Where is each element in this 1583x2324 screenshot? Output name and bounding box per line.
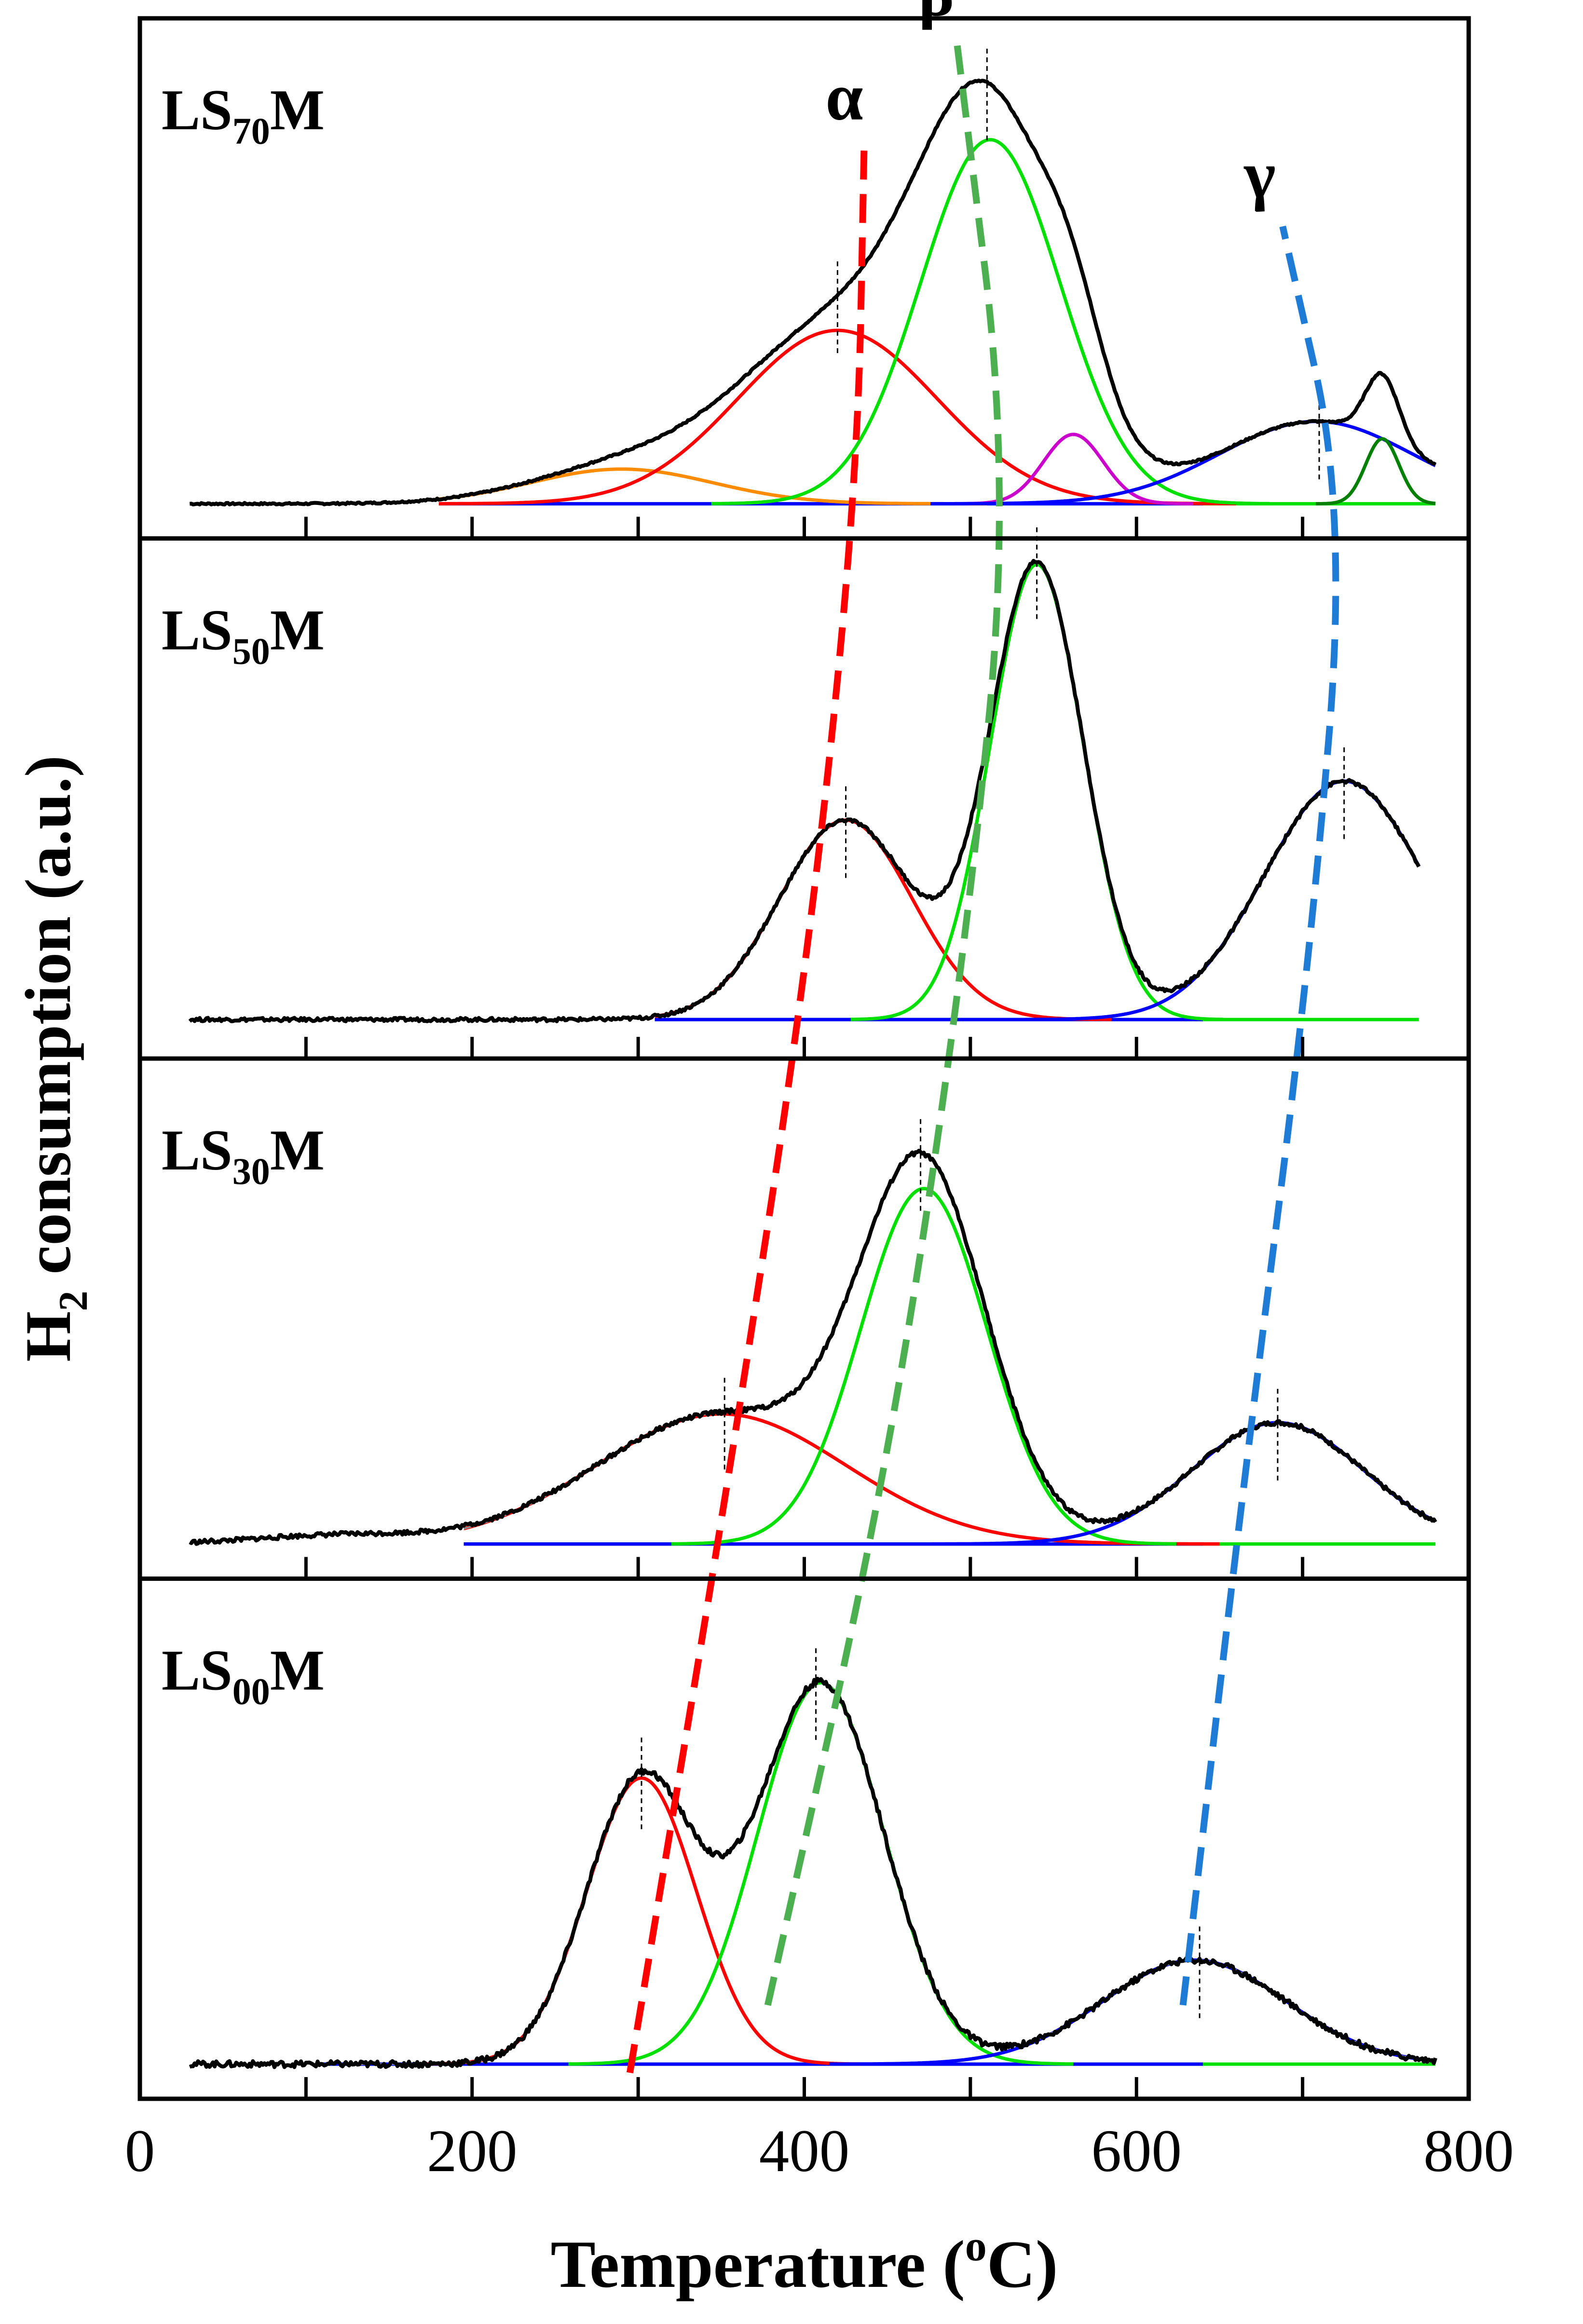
x-tick-label: 400 xyxy=(759,2118,850,2185)
panel-label-main: LS xyxy=(162,598,232,662)
trend-layer: α β γ xyxy=(627,0,1339,2074)
y-axis-title-rest: consumption (a.u.) xyxy=(13,755,84,1291)
y-axis-title: H2 consumption (a.u.) xyxy=(13,755,96,1362)
x-axis-title-sup: o xyxy=(965,2222,987,2270)
panel-LS50M: LS50M xyxy=(162,527,1421,1023)
x-axis-title: Temperature (oC) xyxy=(550,2222,1058,2302)
trend-label-gamma: γ xyxy=(1243,137,1276,212)
trend-line-gamma xyxy=(1179,225,1339,2006)
x-tick-label: 200 xyxy=(427,2118,518,2185)
panel-label-LS70M: LS70M xyxy=(162,78,325,152)
peak-beta-LS70M xyxy=(711,138,1269,505)
y-axis-title-sub: 2 xyxy=(51,1291,96,1311)
peak-alpha-LS70M xyxy=(438,328,1236,505)
panel-LS30M: LS30M xyxy=(162,1118,1437,1546)
peak-beta-LS30M xyxy=(671,1187,1177,1546)
panel-label-main: LS xyxy=(162,1638,232,1702)
panel-label-sub: 00 xyxy=(232,1671,270,1712)
axis-layer: 0 200 400 600 800 xyxy=(125,516,1514,2185)
panel-label-sub: 30 xyxy=(232,1150,270,1192)
panel-label-LS50M: LS50M xyxy=(162,598,325,672)
peak-gamma-LS00M xyxy=(829,1958,1436,2066)
x-tick-label: 800 xyxy=(1423,2118,1514,2185)
panel-label-LS00M: LS00M xyxy=(162,1638,325,1712)
measured-signal-LS50M xyxy=(188,558,1421,1023)
trend-line-alpha xyxy=(627,148,868,2074)
peak-high-LS70M xyxy=(1316,437,1436,506)
x-tick-label: 0 xyxy=(125,2118,155,2185)
peak-beta-LS00M xyxy=(568,1681,1074,2066)
trend-label-alpha: α xyxy=(825,60,863,135)
panel-LS00M: LS00M xyxy=(162,1638,1437,2069)
panel-label-end: M xyxy=(270,598,325,662)
panel-label-main: LS xyxy=(162,1118,232,1182)
peak-gamma-LS70M xyxy=(930,420,1436,505)
trend-label-beta: β xyxy=(918,0,954,30)
y-axis-title-h: H xyxy=(13,1311,84,1362)
panel-label-sub: 50 xyxy=(232,630,270,672)
panel-LS70M: LS70M xyxy=(162,49,1437,507)
trend-line-beta xyxy=(764,44,1003,2006)
x-axis-title-unit: C) xyxy=(987,2227,1058,2302)
panel-label-end: M xyxy=(270,1118,325,1182)
panel-label-LS30M: LS30M xyxy=(162,1118,325,1192)
panel-label-sub: 70 xyxy=(232,110,270,152)
measured-signal-LS70M xyxy=(189,78,1437,507)
measured-signal-LS30M xyxy=(189,1149,1437,1546)
fit-envelope-LS00M xyxy=(322,1680,1436,2066)
fit-envelope-LS30M xyxy=(463,1152,1434,1530)
peak-gamma-LS30M xyxy=(932,1421,1436,1546)
panel-label-end: M xyxy=(270,1638,325,1702)
peak-gamma-LS50M xyxy=(1025,779,1420,1021)
panel-label-end: M xyxy=(270,78,325,142)
peak-beta-LS50M xyxy=(850,562,1223,1021)
fit-envelope-LS50M xyxy=(655,560,1420,1018)
label-layer: Temperature (oC) H2 consumption (a.u.) xyxy=(13,755,1058,2302)
fit-envelope-LS70M xyxy=(438,79,1436,500)
x-axis-title-main: Temperature ( xyxy=(550,2227,965,2302)
measured-signal-LS00M xyxy=(189,1676,1437,2069)
panel-label-main: LS xyxy=(162,78,232,142)
x-tick-label: 600 xyxy=(1092,2118,1182,2185)
peak-low-LS70M xyxy=(438,467,987,506)
